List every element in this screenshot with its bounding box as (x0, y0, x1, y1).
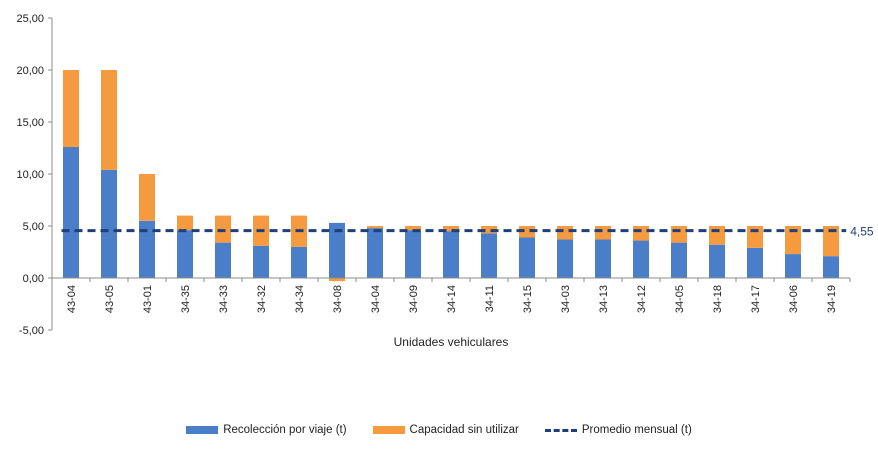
bar-capacidad (215, 215, 231, 243)
bar-capacidad (481, 226, 497, 234)
legend-item-recoleccion: Recolección por viaje (t) (186, 424, 347, 436)
bar-capacidad (329, 278, 345, 282)
bar-capacidad (63, 70, 79, 147)
x-tick-label: 34-33 (218, 285, 230, 313)
bar-capacidad (595, 226, 611, 240)
bar-recoleccion (139, 220, 155, 278)
bar-recoleccion (823, 256, 839, 278)
bar-recoleccion (443, 231, 459, 278)
x-tick-label: 43-01 (142, 285, 154, 313)
x-tick-label: 34-03 (560, 285, 572, 313)
bar-recoleccion (215, 242, 231, 278)
x-tick-label: 34-32 (256, 285, 268, 313)
x-tick-label: 34-08 (332, 285, 344, 313)
y-tick-label: 0,00 (23, 273, 44, 285)
bar-capacidad (709, 226, 725, 245)
x-tick-label: 34-13 (598, 285, 610, 313)
legend-item-promedio: Promedio mensual (t) (544, 424, 692, 436)
bar-recoleccion (747, 247, 763, 278)
legend-item-capacidad: Capacidad sin utilizar (372, 424, 519, 436)
bar-recoleccion (291, 246, 307, 278)
bar-recoleccion (63, 146, 79, 278)
average-line-group: 4,55 (61, 225, 874, 239)
bar-recoleccion (671, 242, 687, 278)
legend-swatch-blue (186, 426, 219, 434)
average-value-label: 4,55 (850, 225, 874, 239)
bar-capacidad (177, 215, 193, 231)
bar-capacidad (823, 226, 839, 257)
x-tick-label: 34-11 (484, 285, 496, 312)
y-axis: -5,00 0,00 5,00 10,00 15,00 20,00 25,00 (16, 13, 53, 337)
x-tick-label: 34-14 (446, 285, 458, 313)
bar-capacidad (785, 226, 801, 255)
x-axis-title: Unidades vehiculares (394, 335, 509, 349)
legend-swatch-orange (372, 426, 405, 434)
bar-recoleccion (367, 228, 383, 278)
x-tick-label: 34-06 (788, 285, 800, 313)
x-tick-label: 34-04 (370, 285, 382, 313)
bar-recoleccion (709, 244, 725, 278)
bar-capacidad (101, 70, 117, 170)
y-tick-label: 5,00 (23, 221, 44, 233)
bar-capacidad (367, 226, 383, 229)
y-tick-label: 20,00 (16, 65, 44, 77)
bar-recoleccion (329, 222, 345, 278)
bar-capacidad (671, 226, 687, 243)
bar-capacidad (519, 226, 535, 238)
x-tick-label: 43-04 (66, 285, 78, 313)
x-tick-label: 34-19 (826, 285, 838, 313)
bar-recoleccion (101, 169, 117, 278)
legend-swatch-dashed (544, 428, 577, 432)
bar-recoleccion (405, 230, 421, 278)
x-tick-label: 34-05 (674, 285, 686, 313)
x-tick-label: 34-09 (408, 285, 420, 313)
x-tick-label: 34-15 (522, 285, 534, 313)
x-tick-label: 34-17 (750, 285, 762, 313)
bar-capacidad (633, 226, 649, 241)
bar-recoleccion (519, 237, 535, 278)
legend-label-capacidad: Capacidad sin utilizar (409, 424, 519, 436)
bar-recoleccion (481, 233, 497, 278)
y-tick-label: 10,00 (16, 169, 44, 181)
y-tick-label: -5,00 (19, 325, 44, 337)
legend-label-recoleccion: Recolección por viaje (t) (223, 424, 347, 436)
legend-label-promedio: Promedio mensual (t) (581, 424, 692, 436)
bars-group (63, 70, 839, 282)
x-tick-label: 34-34 (294, 285, 306, 313)
bar-recoleccion (633, 240, 649, 278)
x-tick-label: 34-12 (636, 285, 648, 313)
bar-recoleccion (595, 239, 611, 278)
bar-capacidad (139, 174, 155, 221)
y-tick-label: 25,00 (16, 13, 44, 25)
bar-recoleccion (785, 254, 801, 278)
bar-capacidad (405, 226, 421, 231)
bar-capacidad (557, 226, 573, 240)
bar-recoleccion (177, 230, 193, 278)
x-tick-label: 34-35 (180, 285, 192, 313)
x-axis: 43-04 43-05 43-01 34-35 34-33 34-32 34-34 34-08… (51, 277, 851, 313)
x-tick-label: 34-18 (712, 285, 724, 313)
y-tick-label: 15,00 (16, 117, 44, 129)
x-tick-label: 43-05 (104, 285, 116, 313)
legend: Recolección por viaje (t) Capacidad sin … (0, 424, 878, 436)
bar-recoleccion (253, 245, 269, 278)
bar-recoleccion (557, 239, 573, 278)
bar-capacidad (443, 226, 459, 232)
